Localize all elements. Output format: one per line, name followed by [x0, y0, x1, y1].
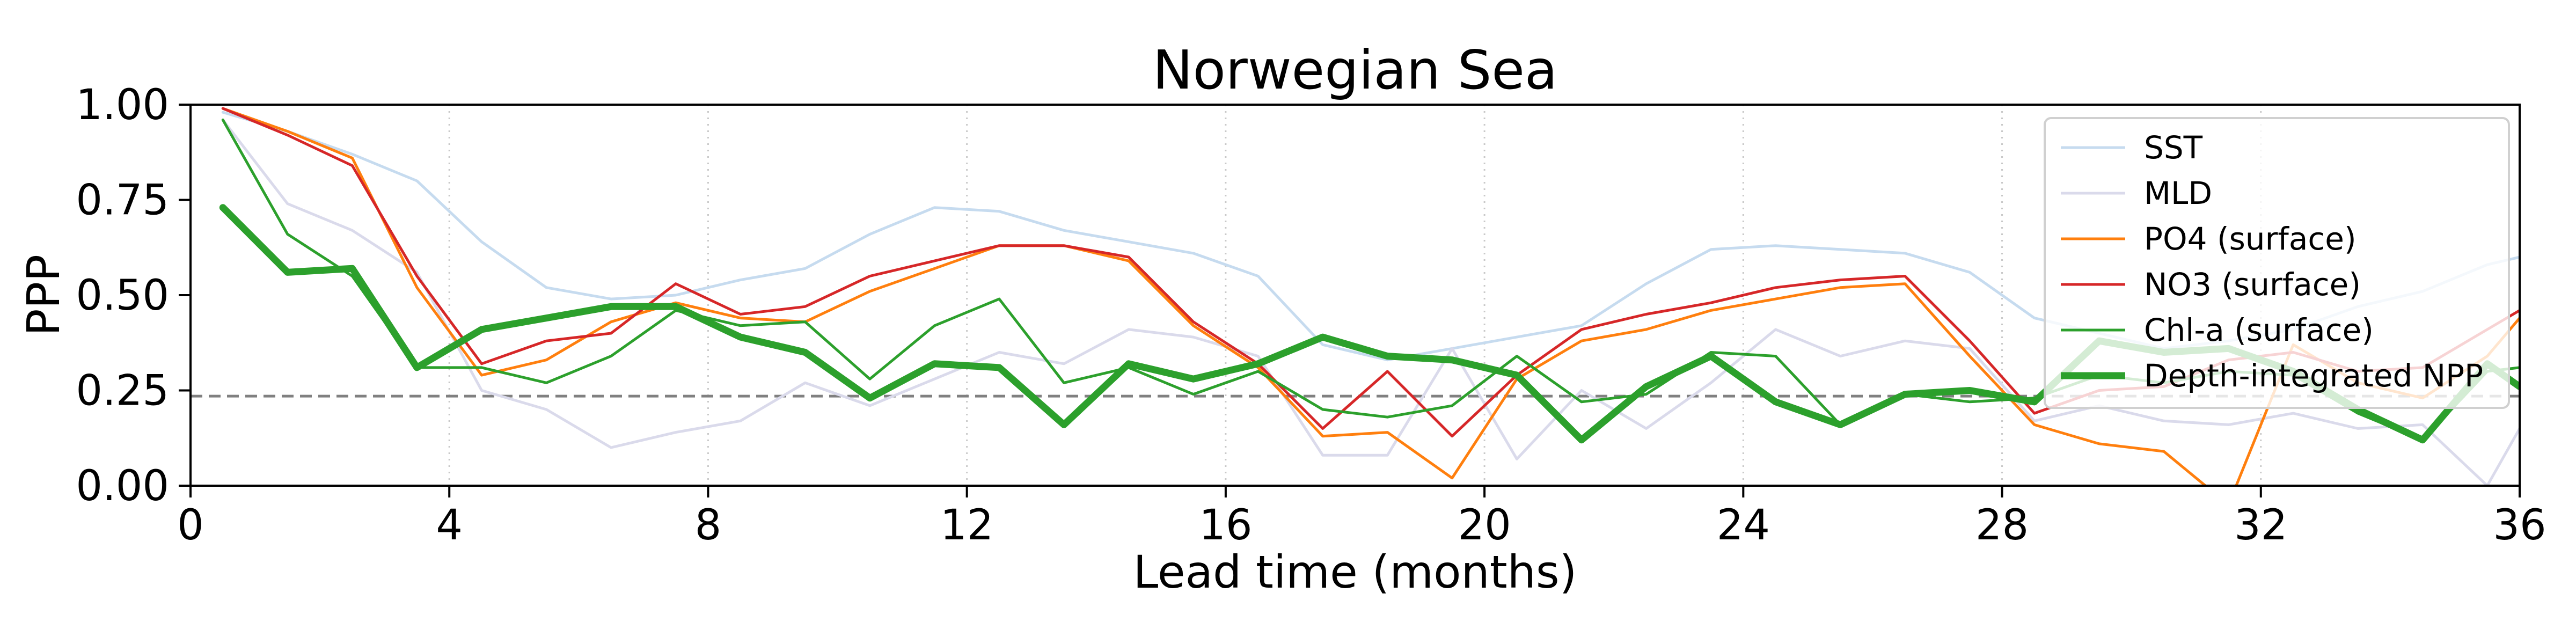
legend-box [2044, 117, 2510, 409]
legend-label-1: MLD [2144, 175, 2212, 211]
x-tick-label: 32 [2234, 501, 2287, 550]
y-tick-label: 0.75 [76, 177, 169, 225]
y-tick-label: 0.50 [76, 272, 169, 320]
x-tick-label: 28 [1975, 501, 2029, 550]
series-line-1 [221, 118, 2520, 486]
x-tick-label: 20 [1458, 501, 1511, 550]
x-tick-label: 12 [940, 501, 993, 550]
y-axis-label: PPP [17, 254, 70, 336]
legend: SST MLD PO4 (surface) NO3 (surface) Chl-a (s… [2044, 117, 2510, 409]
x-tick-label: 36 [2493, 501, 2546, 550]
legend-label-4: Chl-a (surface) [2144, 312, 2374, 348]
legend-label-2: PO4 (surface) [2144, 221, 2357, 257]
y-axis: 0.00 0.25 0.50 0.75 1.00 [76, 81, 191, 510]
x-axis: 0 4 8 12 16 20 24 28 32 36 [177, 486, 2546, 550]
chart-title: Norwegian Sea [1153, 39, 1557, 101]
legend-label-3: NO3 (surface) [2144, 266, 2361, 303]
y-tick-label: 1.00 [76, 81, 169, 129]
legend-label-0: SST [2144, 129, 2203, 166]
x-tick-label: 8 [695, 501, 722, 550]
series-line-2 [221, 107, 2520, 486]
x-axis-label: Lead time (months) [1133, 546, 1577, 598]
legend-label-5: Depth-integrated NPP [2144, 357, 2483, 394]
y-tick-label: 0.25 [76, 367, 169, 415]
x-tick-label: 16 [1199, 501, 1252, 550]
x-tick-label: 0 [177, 501, 204, 550]
x-tick-label: 24 [1717, 501, 1770, 550]
y-tick-label: 0.00 [76, 462, 169, 510]
x-tick-label: 4 [436, 501, 463, 550]
